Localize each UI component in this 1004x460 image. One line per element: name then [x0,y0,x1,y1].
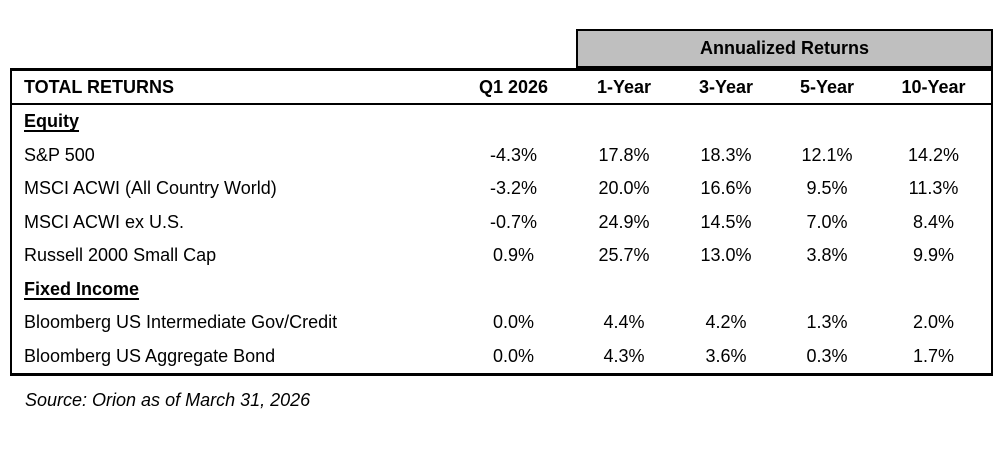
returns-table: TOTAL RETURNS Q1 2026 1-Year 3-Year 5-Ye… [10,68,993,376]
column-header-q1-2026: Q1 2026 [478,76,549,97]
value-cell: -0.7% [489,211,538,232]
section-label: Equity [24,111,80,132]
value-cell: 3.8% [806,245,848,266]
source-note: Source: Orion as of March 31, 2026 [25,390,311,410]
value-cell: 25.7% [598,245,650,266]
value-cell: 0.0% [492,345,535,366]
value-cell: 1.3% [806,312,848,333]
value-cell: 16.6% [700,178,752,199]
value-cell: -4.3% [489,144,538,165]
value-cell: 14.5% [700,211,752,232]
annualized-header-row: Annualized Returns [10,29,993,68]
row-label: MSCI ACWI ex U.S. [24,211,185,232]
value-cell: 13.0% [700,245,752,266]
section-row: Equity [12,105,991,139]
value-cell: 0.9% [492,245,535,266]
annualized-returns-group-header: Annualized Returns [576,29,993,68]
value-cell: 7.0% [806,211,848,232]
column-header-3-year: 3-Year [698,76,754,97]
value-cell: 4.4% [603,312,645,333]
total-returns-figure: Annualized Returns TOTAL RETURNS Q1 2026… [0,29,1004,460]
column-header-5-year: 5-Year [799,76,855,97]
value-cell: 11.3% [908,178,959,199]
table-row: Bloomberg US Aggregate Bond 0.0% 4.3% 3.6% 0… [12,340,991,374]
value-cell: 4.2% [705,312,747,333]
value-cell: 2.0% [912,312,955,333]
table-row: MSCI ACWI (All Country World) -3.2% 20.0% 1… [12,172,991,206]
row-label: Russell 2000 Small Cap [24,245,217,266]
value-cell: 1.7% [912,345,955,366]
value-cell: 8.4% [912,211,955,232]
column-header-total-returns: TOTAL RETURNS [24,76,175,97]
value-cell: 3.6% [705,345,747,366]
table-row: Russell 2000 Small Cap 0.9% 25.7% 13.0% 3.8%… [12,239,991,273]
value-cell: 14.2% [907,144,960,165]
value-cell: 18.3% [700,144,752,165]
column-header-1-year: 1-Year [596,76,652,97]
row-label: Bloomberg US Aggregate Bond [24,345,276,366]
value-cell: 0.0% [492,312,535,333]
value-cell: 12.1% [801,144,853,165]
value-cell: 20.0% [598,178,650,199]
table-body: Equity S&P 500 -4.3% 17.8% 18.3% 12.1% 14.2% MS… [12,105,991,373]
column-header-10-year: 10-Year [901,76,966,97]
column-header-row: TOTAL RETURNS Q1 2026 1-Year 3-Year 5-Ye… [12,71,991,105]
table-row: Bloomberg US Intermediate Gov/Credit 0.0%… [12,306,991,340]
value-cell: 17.8% [598,144,650,165]
section-row: Fixed Income [12,273,991,307]
table-row: S&P 500 -4.3% 17.8% 18.3% 12.1% 14.2% [12,139,991,173]
row-label: S&P 500 [24,144,95,165]
section-label: Fixed Income [24,278,140,299]
value-cell: 4.3% [603,345,645,366]
row-label: MSCI ACWI (All Country World) [24,178,277,199]
value-cell: 9.9% [912,245,955,266]
table-row: MSCI ACWI ex U.S. -0.7% 24.9% 14.5% 7.0% 8.4% [12,206,991,240]
value-cell: -3.2% [489,178,538,199]
row-label: Bloomberg US Intermediate Gov/Credit [24,312,338,333]
value-cell: 24.9% [598,211,650,232]
value-cell: 0.3% [806,345,848,366]
value-cell: 9.5% [806,178,848,199]
annualized-header-spacer [10,29,576,68]
